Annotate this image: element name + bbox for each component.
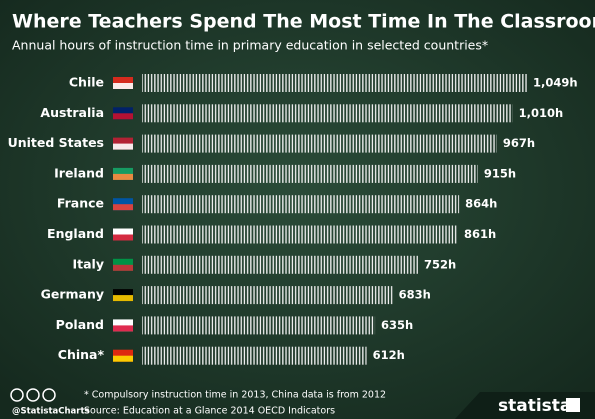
value-label: 967h (503, 136, 535, 150)
value-label: 864h (465, 197, 497, 211)
bar (142, 134, 497, 153)
chart-title: Where Teachers Spend The Most Time In Th… (12, 11, 595, 33)
bar (142, 104, 513, 123)
flag-stripe (113, 355, 133, 362)
flag-stripe (113, 173, 133, 180)
bar (142, 164, 478, 183)
category-label: Chile (69, 75, 104, 90)
flag-stripe (113, 204, 133, 211)
source: Source: Education at a Glance 2014 OECD … (84, 406, 335, 417)
value-label: 752h (424, 257, 456, 271)
bar (142, 316, 376, 335)
category-label: Ireland (54, 165, 104, 180)
category-label: China* (58, 347, 105, 362)
category-label: Germany (41, 287, 104, 302)
category-label: France (57, 196, 104, 211)
bar (142, 346, 367, 365)
value-label: 915h (484, 166, 516, 180)
bar (142, 74, 527, 92)
value-label: 861h (464, 227, 496, 241)
value-label: 683h (399, 288, 431, 302)
by-icon (26, 388, 40, 402)
bar (142, 225, 459, 244)
value-label: 635h (381, 318, 413, 332)
credit: @StatistaCharts (12, 407, 90, 417)
footnote: * Compulsory instruction time in 2013, C… (84, 390, 386, 401)
nd-icon (42, 388, 56, 402)
category-label: Australia (40, 105, 104, 120)
category-label: England (47, 226, 104, 241)
value-label: 1,010h (519, 106, 564, 120)
brand: statista (498, 396, 571, 416)
flag-stripe (113, 295, 133, 302)
flag-stripe (113, 325, 133, 332)
brand-icon (566, 398, 580, 412)
brand-band (455, 392, 595, 419)
bar (142, 195, 460, 214)
flag-stripe (113, 234, 133, 241)
value-label: 612h (373, 348, 405, 362)
flag-stripe (113, 264, 133, 271)
flag-stripe (113, 83, 133, 89)
chart-subtitle: Annual hours of instruction time in prim… (12, 38, 488, 53)
flag-stripe (113, 143, 133, 150)
flag-stripe (113, 113, 133, 120)
bar (142, 255, 418, 274)
category-label: United States (8, 135, 104, 150)
category-label: Italy (73, 256, 105, 271)
value-label: 1,049h (533, 76, 578, 90)
category-label: Poland (56, 317, 104, 332)
bar (142, 286, 393, 305)
cc-icon (10, 388, 24, 402)
